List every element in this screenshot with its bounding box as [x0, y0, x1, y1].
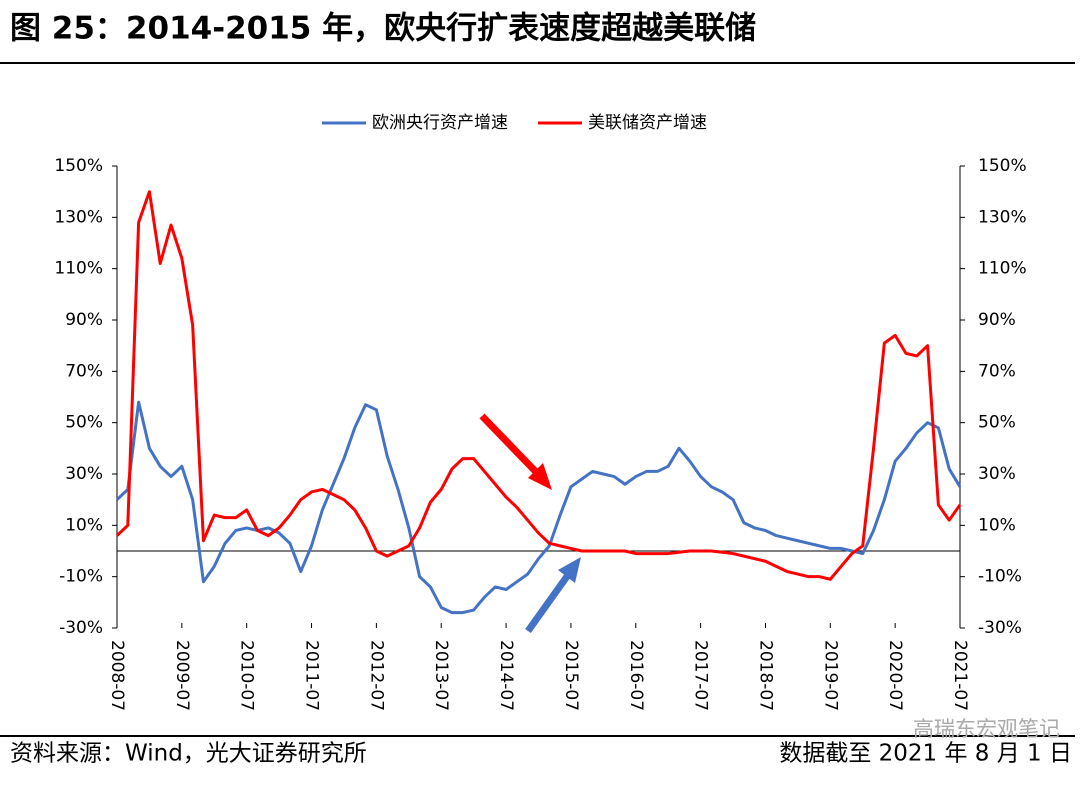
series-line	[115, 190, 962, 581]
y2-tick-label: -30%	[978, 618, 1022, 638]
note: 数据截至 2021 年 8 月 1 日	[779, 741, 1072, 767]
x-tick-label: 2021-07	[950, 640, 970, 711]
blue-arrow	[525, 557, 581, 634]
y2-tick-label: 150%	[978, 156, 1027, 176]
y2-tick-label: 50%	[978, 413, 1016, 433]
y2-tick-label: 30%	[978, 464, 1016, 484]
x-tick-label: 2014-07	[496, 640, 516, 711]
x-tick-label: 2011-07	[302, 640, 322, 711]
x-tick-label: 2019-07	[820, 640, 840, 711]
chart-title: 图 25：2014-2015 年，欧央行扩表速度超越美联储	[10, 11, 756, 47]
y-tick-label: -10%	[59, 567, 103, 587]
y-tick-label: 90%	[65, 310, 103, 330]
legend-label: 欧洲央行资产增速	[372, 113, 508, 133]
source: 资料来源：Wind，光大证券研究所	[10, 741, 367, 767]
y-tick-label: 10%	[65, 515, 103, 535]
y-tick-label: 30%	[65, 464, 103, 484]
y-tick-label: 150%	[54, 156, 103, 176]
watermark: 高瑞东宏观笔记	[913, 717, 1060, 741]
series-line	[115, 400, 962, 615]
y2-tick-label: 90%	[978, 310, 1016, 330]
x-tick-label: 2010-07	[237, 640, 257, 711]
red-arrow	[479, 413, 552, 490]
x-tick-label: 2017-07	[691, 640, 711, 711]
x-tick-label: 2020-07	[885, 640, 905, 711]
y2-tick-label: 130%	[978, 207, 1027, 227]
x-tick-label: 2008-07	[107, 640, 127, 711]
y2-tick-label: 110%	[978, 259, 1027, 279]
legend-label: 美联储资产增速	[588, 113, 707, 133]
y-tick-label: 70%	[65, 361, 103, 381]
y-tick-label: 50%	[65, 413, 103, 433]
y-tick-label: 110%	[54, 259, 103, 279]
y2-tick-label: 10%	[978, 515, 1016, 535]
y-tick-label: -30%	[59, 618, 103, 638]
y-tick-label: 130%	[54, 207, 103, 227]
x-tick-label: 2018-07	[755, 640, 775, 711]
x-tick-label: 2009-07	[172, 640, 192, 711]
x-tick-label: 2013-07	[431, 640, 451, 711]
y2-tick-label: 70%	[978, 361, 1016, 381]
y2-tick-label: -10%	[978, 567, 1022, 587]
x-tick-label: 2015-07	[561, 640, 581, 711]
x-tick-label: 2016-07	[626, 640, 646, 711]
x-tick-label: 2012-07	[366, 640, 386, 711]
